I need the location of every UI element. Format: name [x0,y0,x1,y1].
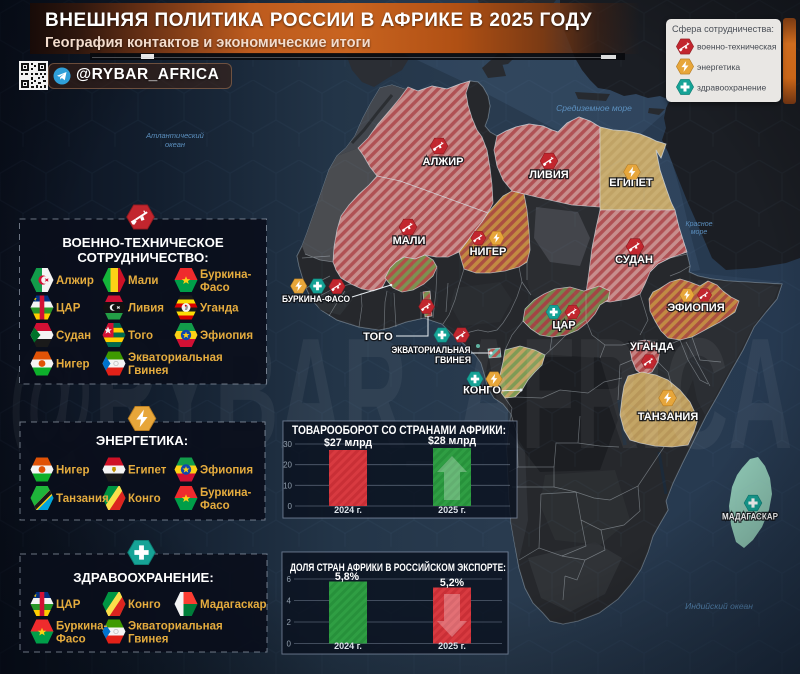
svg-text:военно-техническая: военно-техническая [697,42,777,52]
svg-text:Экваториальная: Экваториальная [128,352,223,364]
svg-text:5,8%: 5,8% [335,571,360,583]
svg-text:Буркина-: Буркина- [200,487,252,499]
svg-text:6: 6 [287,575,292,584]
svg-text:20: 20 [283,461,292,470]
svg-text:Конго: Конго [128,493,161,505]
svg-text:Фасо: Фасо [200,500,230,512]
svg-text:Конго: Конго [128,599,161,611]
svg-text:2024 г.: 2024 г. [334,641,362,651]
svg-text:Судан: Судан [56,330,91,342]
svg-text:Египет: Египет [128,465,167,477]
svg-text:Буркина-: Буркина- [56,621,108,633]
svg-text:ВОЕННО-ТЕХНИЧЕСКОЕ: ВОЕННО-ТЕХНИЧЕСКОЕ [62,235,223,250]
svg-text:ЦАР: ЦАР [56,599,81,611]
svg-text:10: 10 [283,481,292,490]
svg-text:ЭНЕРГЕТИКА:: ЭНЕРГЕТИКА: [96,433,188,448]
svg-text:Нигер: Нигер [56,465,90,477]
svg-text:ДОЛЯ СТРАН АФРИКИ В РОССИЙСКОМ: ДОЛЯ СТРАН АФРИКИ В РОССИЙСКОМ ЭКСПОРТЕ: [290,561,506,574]
svg-text:4: 4 [287,597,292,606]
svg-text:$28 млрд: $28 млрд [428,435,476,447]
svg-text:энергетика: энергетика [697,62,740,72]
svg-text:Того: Того [128,330,153,342]
svg-text:Экваториальная: Экваториальная [128,621,223,633]
svg-text:Эфиопия: Эфиопия [200,465,253,477]
svg-text:ЗДРАВООХРАНЕНИЕ:: ЗДРАВООХРАНЕНИЕ: [73,570,214,585]
svg-text:2024 г.: 2024 г. [334,505,362,515]
svg-text:0: 0 [287,640,292,649]
svg-text:Гвинея: Гвинея [128,634,168,646]
svg-text:5,2%: 5,2% [440,577,465,589]
svg-text:Алжир: Алжир [56,275,94,287]
svg-text:30: 30 [283,440,292,449]
svg-text:СОТРУДНИЧЕСТВО:: СОТРУДНИЧЕСТВО: [77,250,208,265]
svg-text:2025 г.: 2025 г. [438,641,466,651]
svg-text:Буркина-: Буркина- [200,269,252,281]
svg-text:Танзания: Танзания [56,493,109,505]
svg-text:здравоохранение: здравоохранение [697,83,766,93]
svg-text:ТОВАРООБОРОТ СО СТРАНАМИ АФРИК: ТОВАРООБОРОТ СО СТРАНАМИ АФРИКИ: [292,423,506,437]
svg-text:2: 2 [287,618,292,627]
svg-text:Фасо: Фасо [56,634,86,646]
svg-text:Гвинея: Гвинея [128,365,168,377]
svg-text:Эфиопия: Эфиопия [200,330,253,342]
svg-text:2025 г.: 2025 г. [438,505,466,515]
svg-text:0: 0 [288,502,293,511]
svg-text:Фасо: Фасо [200,282,230,294]
svg-text:Мали: Мали [128,275,159,287]
svg-text:ЦАР: ЦАР [56,303,81,315]
svg-text:$27 млрд: $27 млрд [324,437,372,449]
svg-text:Ливия: Ливия [128,303,164,315]
svg-text:Уганда: Уганда [200,303,239,315]
svg-text:Мадагаскар: Мадагаскар [200,599,267,611]
svg-text:Нигер: Нигер [56,359,90,371]
